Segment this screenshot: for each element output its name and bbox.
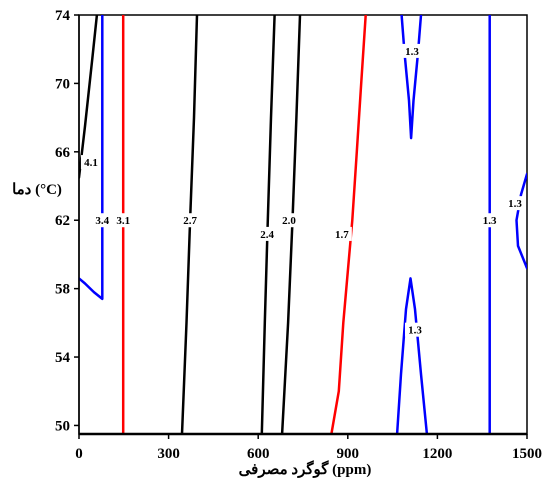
y-tick-label-74: 74	[55, 8, 71, 24]
contour-label-bg-7-0	[402, 43, 423, 58]
y-tick-label-58: 58	[55, 282, 70, 298]
contour-label-bg-1-0	[92, 213, 113, 228]
x-tick-label-0: 0	[75, 446, 83, 462]
y-tick-label-50: 50	[55, 418, 70, 434]
y-tick-label-62: 62	[55, 213, 70, 229]
contour-labels: 4.1 3.4 3.1 2.7 2.4 2.0 1.7 1.3 1.3 1.3 1.3	[80, 43, 526, 337]
contour-label-1-0: 3.4	[95, 215, 109, 227]
contour-label-3-0: 2.7	[183, 215, 197, 227]
contour-label-8-0: 1.3	[408, 325, 422, 337]
contour-line-8	[395, 277, 429, 434]
x-axis-ticks: 0 300 600 900 1200 1500	[75, 434, 542, 462]
x-tick-label-300: 300	[157, 446, 180, 462]
x-tick-label-900: 900	[337, 446, 360, 462]
contour-line-6	[330, 15, 367, 434]
x-tick-label-1500: 1500	[512, 446, 542, 462]
contour-lines	[79, 15, 527, 434]
contour-label-0-0: 4.1	[84, 157, 98, 169]
contour-label-bg-0-0	[80, 155, 101, 170]
contour-label-5-0: 2.0	[282, 215, 296, 227]
contour-line-7	[400, 15, 423, 140]
y-tick-label-54: 54	[55, 350, 71, 366]
contour-line-1	[79, 15, 104, 301]
contour-line-10	[515, 172, 527, 270]
contour-label-bg-9-0	[479, 213, 500, 228]
contour-label-bg-4-0	[257, 226, 278, 241]
contour-line-0	[79, 15, 99, 179]
contour-label-bg-10-0	[505, 196, 526, 211]
x-tick-label-600: 600	[247, 446, 270, 462]
y-axis-title: دما (°C)	[12, 182, 62, 198]
contour-label-bg-3-0	[180, 213, 201, 228]
contour-label-bg-8-0	[405, 322, 425, 337]
contour-label-bg-6-0	[331, 226, 352, 241]
contour-line-4	[260, 15, 276, 434]
contour-label-7-0: 1.3	[405, 46, 419, 58]
contour-label-2-0: 3.1	[116, 215, 130, 227]
y-tick-label-66: 66	[55, 145, 71, 161]
contour-label-4-0: 2.4	[260, 229, 274, 241]
contour-label-10-0: 1.3	[508, 198, 522, 210]
y-tick-label-70: 70	[55, 76, 70, 92]
contour-label-6-0: 1.7	[335, 229, 349, 241]
y-axis-ticks: 50 54 58 62 66 70 74	[55, 8, 79, 434]
contour-label-bg-5-0	[278, 213, 299, 228]
x-axis-title: گوگرد مصرفی (ppm)	[239, 460, 372, 478]
contour-label-bg-2-0	[113, 213, 134, 228]
x-tick-label-1200: 1200	[422, 446, 452, 462]
contour-label-9-0: 1.3	[483, 215, 497, 227]
plot-frame	[78, 14, 528, 435]
